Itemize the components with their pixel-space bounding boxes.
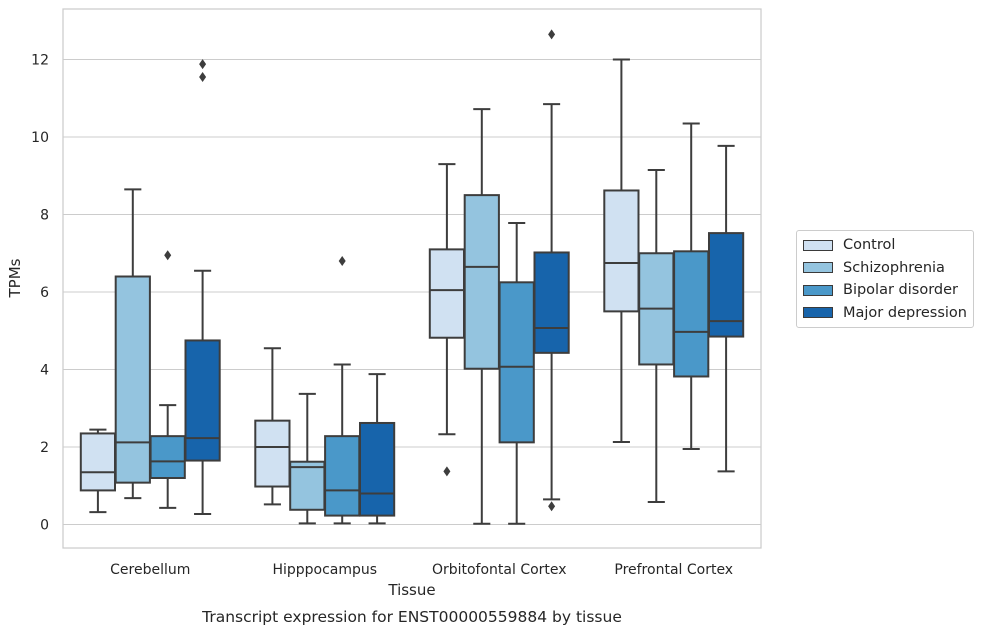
legend-swatch [803, 284, 833, 296]
y-tick-label-8: 8 [40, 208, 49, 224]
flier-point [199, 71, 207, 82]
box-iqr [114, 275, 151, 484]
box-1-3 [358, 373, 396, 525]
x-tick-label-3: Prefrontal Cortex [614, 562, 733, 578]
legend: Control Schizophrenia Bipolar disorder Majo… [796, 230, 974, 328]
plot-area-frame [62, 8, 762, 549]
legend-item: Schizophrenia [803, 257, 967, 280]
flier-point [338, 256, 346, 266]
x-tick-label-0: Cerebellum [110, 562, 190, 578]
y-tick-label-0: 0 [40, 518, 49, 534]
box-3-1 [638, 168, 675, 504]
x-axis-ticks: Cerebellum Hipppocampus Orbitofontal Corte… [110, 562, 733, 578]
box-iqr [289, 460, 326, 511]
legend-item: Control [803, 234, 967, 257]
legend-swatch [803, 307, 833, 319]
box-0-3 [184, 59, 221, 516]
legend-item: Major depression [803, 302, 967, 325]
box-2-1 [463, 108, 500, 525]
flier-point [548, 29, 556, 40]
y-tick-label-10: 10 [31, 130, 49, 146]
box-iqr [254, 419, 291, 488]
box-iqr [79, 432, 117, 492]
box-2-0 [428, 163, 466, 477]
y-tick-label-6: 6 [40, 285, 49, 301]
box-0-1 [114, 188, 151, 500]
box-iqr [707, 232, 745, 338]
flier-point [548, 501, 556, 512]
legend-label: Major depression [843, 304, 967, 321]
flier-point [164, 250, 172, 261]
legend-swatch [803, 239, 833, 251]
box-iqr [463, 194, 500, 370]
box-3-3 [707, 144, 745, 473]
box-1-2 [324, 256, 361, 525]
x-tick-label-1: Hipppocampus [272, 562, 377, 578]
flier-point [199, 59, 207, 70]
legend-item: Bipolar disorder [803, 279, 967, 302]
y-axis-label: TPMs [6, 258, 24, 298]
legend-label: Schizophrenia [843, 259, 945, 276]
y-axis-ticks: 0 2 4 6 8 10 12 [31, 53, 49, 534]
x-axis-label: Tissue [387, 581, 435, 599]
box-3-2 [673, 122, 710, 450]
chart-caption: Transcript expression for ENST0000055988… [201, 608, 622, 626]
x-tick-label-2: Orbitofontal Cortex [432, 562, 567, 578]
box-iqr [184, 339, 221, 462]
y-tick-label-4: 4 [40, 363, 49, 379]
legend-label: Control [843, 237, 896, 254]
box-2-3 [533, 29, 570, 512]
legend-swatch [803, 262, 833, 274]
box-iqr [149, 435, 186, 479]
box-iqr [428, 248, 466, 339]
box-1-1 [289, 392, 326, 525]
box-0-2 [149, 250, 186, 509]
flier-point [443, 466, 451, 477]
box-iqr [603, 189, 640, 313]
box-2-2 [498, 222, 535, 525]
box-iqr [358, 421, 396, 517]
box-1-0 [254, 347, 291, 506]
box-iqr [533, 251, 570, 354]
y-tick-label-12: 12 [31, 53, 49, 69]
box-iqr [324, 435, 361, 517]
legend-label: Bipolar disorder [843, 282, 958, 299]
box-plot-series [79, 29, 745, 525]
box-iqr [673, 250, 710, 378]
box-iqr [498, 281, 535, 444]
y-tick-label-2: 2 [40, 440, 49, 456]
box-0-0 [79, 428, 117, 514]
box-3-0 [603, 58, 640, 443]
